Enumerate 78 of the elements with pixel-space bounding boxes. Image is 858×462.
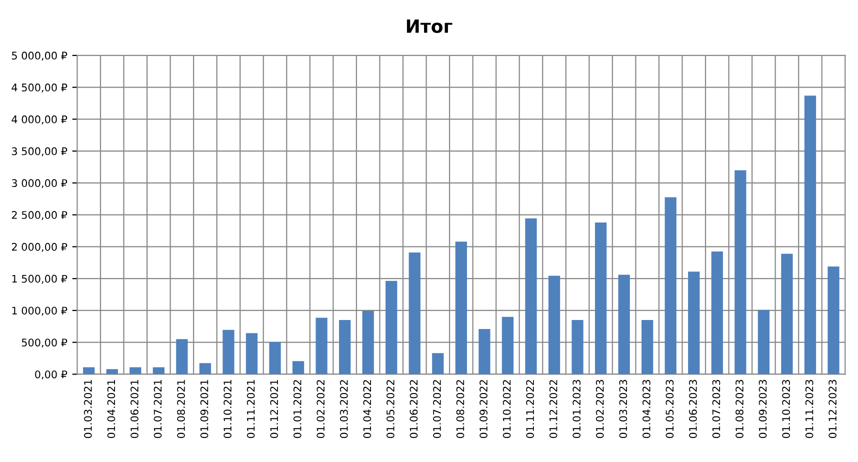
x-tick-label: 01.10.2022 xyxy=(502,380,511,438)
bar xyxy=(804,96,816,374)
x-tick-label: 01.04.2023 xyxy=(642,380,650,438)
y-tick-label: 4 500,00 ₽ xyxy=(12,84,68,92)
bar xyxy=(642,320,654,374)
bar xyxy=(618,274,630,374)
bar xyxy=(408,252,420,374)
bar xyxy=(734,170,746,374)
x-tick-label: 01.03.2023 xyxy=(619,380,628,438)
bar xyxy=(222,330,234,374)
bar xyxy=(386,280,398,374)
y-tick-label: 3 000,00 ₽ xyxy=(12,179,68,188)
bar xyxy=(130,367,142,374)
y-tick-label: 1 000,00 ₽ xyxy=(12,306,68,316)
bar xyxy=(339,320,351,374)
x-tick-label: 01.02.2023 xyxy=(596,380,604,438)
x-tick-label: 01.08.2021 xyxy=(177,380,185,438)
x-tick-label: 01.02.2022 xyxy=(316,380,325,438)
bar xyxy=(502,316,514,374)
y-tick-label: 3 500,00 ₽ xyxy=(12,147,68,156)
x-tick-label: 01.07.2022 xyxy=(433,380,441,438)
x-tick-label: 01.07.2023 xyxy=(712,380,720,438)
bar xyxy=(362,310,374,374)
x-tick-label: 01.09.2022 xyxy=(480,380,488,438)
y-tick-label: 2 000,00 ₽ xyxy=(12,242,68,252)
x-tick-label: 01.08.2022 xyxy=(456,380,464,438)
x-tick-label: 01.04.2021 xyxy=(107,380,116,438)
bar xyxy=(758,310,770,374)
bar xyxy=(781,254,793,374)
bar xyxy=(828,266,840,374)
y-tick-label: 5 000,00 ₽ xyxy=(12,52,68,61)
y-tick-label: 2 500,00 ₽ xyxy=(12,211,68,220)
x-tick-label: 01.10.2023 xyxy=(782,380,790,438)
bar xyxy=(478,328,490,374)
x-tick-label: 01.08.2023 xyxy=(736,380,744,438)
x-tick-label: 01.03.2022 xyxy=(340,380,348,438)
x-tick-label: 01.06.2022 xyxy=(410,380,418,438)
y-tick-label: 500,00 ₽ xyxy=(22,338,68,348)
y-tick-label: 0,00 ₽ xyxy=(35,370,68,380)
x-tick-label: 01.06.2023 xyxy=(689,380,697,438)
x-tick-label: 01.09.2023 xyxy=(758,380,767,438)
x-tick-label: 01.01.2023 xyxy=(572,380,581,438)
x-tick-label: 01.07.2021 xyxy=(154,380,162,438)
bar xyxy=(316,318,328,374)
x-tick-label: 01.12.2022 xyxy=(549,380,558,438)
bar xyxy=(711,251,723,374)
x-tick-label: 01.04.2022 xyxy=(363,380,372,438)
x-tick-label: 01.11.2021 xyxy=(246,380,255,438)
y-tick-label: 1 500,00 ₽ xyxy=(12,274,68,284)
bar xyxy=(455,242,467,374)
bar xyxy=(548,276,560,374)
x-tick-label: 01.01.2022 xyxy=(293,380,302,438)
bar xyxy=(199,363,212,374)
x-tick-label: 01.11.2022 xyxy=(526,380,534,438)
x-tick-label: 01.09.2021 xyxy=(200,380,208,438)
x-tick-label: 01.12.2023 xyxy=(828,380,837,438)
bar xyxy=(292,361,304,374)
chart-title: Итог xyxy=(406,20,452,33)
bar xyxy=(664,197,676,374)
bar xyxy=(246,333,258,374)
bar xyxy=(106,369,118,374)
bar xyxy=(572,320,584,374)
bar xyxy=(152,367,164,374)
bar xyxy=(176,339,188,374)
x-tick-label: 01.05.2023 xyxy=(666,380,674,438)
bar xyxy=(269,342,281,374)
bar xyxy=(688,272,700,374)
x-tick-label: 01.03.2021 xyxy=(84,380,92,438)
x-tick-label: 01.10.2021 xyxy=(224,380,232,438)
bar xyxy=(525,218,537,374)
bar xyxy=(432,353,444,374)
bar xyxy=(594,222,607,374)
bar xyxy=(83,367,95,374)
x-tick-label: 01.12.2021 xyxy=(270,380,278,438)
x-tick-label: 01.11.2023 xyxy=(805,380,814,438)
x-tick-label: 01.05.2022 xyxy=(386,380,394,438)
y-tick-label: 4 000,00 ₽ xyxy=(12,115,68,124)
x-tick-label: 01.06.2021 xyxy=(130,380,138,438)
